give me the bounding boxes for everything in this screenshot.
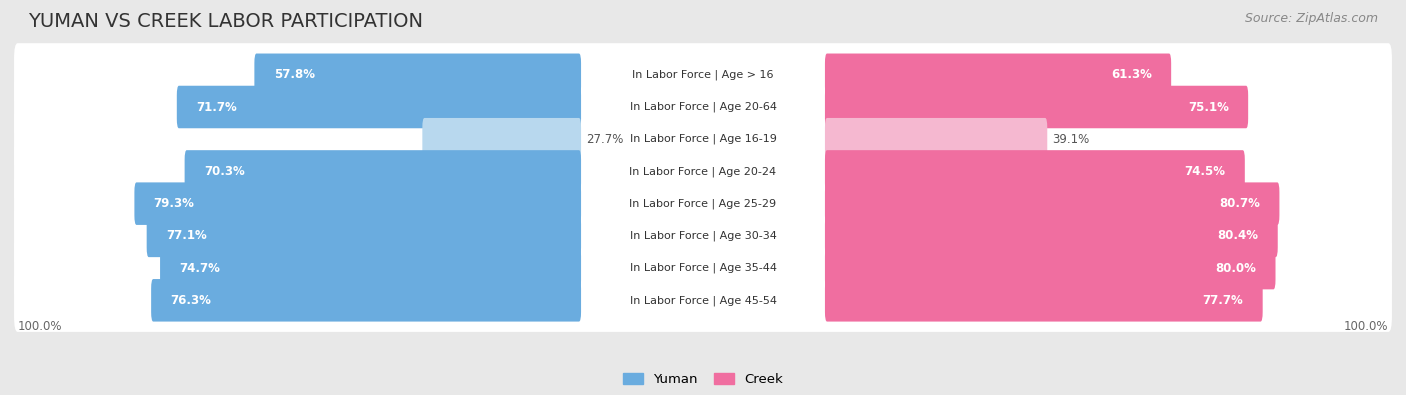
FancyBboxPatch shape [184, 150, 581, 193]
FancyBboxPatch shape [14, 237, 1392, 300]
Text: In Labor Force | Age 35-44: In Labor Force | Age 35-44 [630, 263, 776, 273]
Text: In Labor Force | Age > 16: In Labor Force | Age > 16 [633, 70, 773, 80]
Text: In Labor Force | Age 30-34: In Labor Force | Age 30-34 [630, 231, 776, 241]
Text: 80.7%: 80.7% [1219, 197, 1260, 210]
FancyBboxPatch shape [150, 279, 581, 322]
FancyBboxPatch shape [160, 247, 581, 290]
FancyBboxPatch shape [14, 172, 1392, 235]
FancyBboxPatch shape [146, 214, 581, 257]
FancyBboxPatch shape [825, 86, 1249, 128]
Text: 27.7%: 27.7% [586, 133, 623, 146]
Text: 80.0%: 80.0% [1215, 261, 1256, 275]
Text: 100.0%: 100.0% [17, 320, 62, 333]
FancyBboxPatch shape [14, 140, 1392, 203]
Legend: Yuman, Creek: Yuman, Creek [616, 366, 790, 393]
Text: 70.3%: 70.3% [204, 165, 245, 178]
Text: 77.7%: 77.7% [1202, 294, 1243, 307]
FancyBboxPatch shape [177, 86, 581, 128]
Text: 76.3%: 76.3% [170, 294, 211, 307]
Text: 80.4%: 80.4% [1218, 229, 1258, 243]
FancyBboxPatch shape [14, 204, 1392, 267]
Text: 79.3%: 79.3% [153, 197, 194, 210]
FancyBboxPatch shape [14, 269, 1392, 332]
Text: 77.1%: 77.1% [166, 229, 207, 243]
Text: In Labor Force | Age 20-24: In Labor Force | Age 20-24 [630, 166, 776, 177]
Text: In Labor Force | Age 45-54: In Labor Force | Age 45-54 [630, 295, 776, 306]
Text: In Labor Force | Age 16-19: In Labor Force | Age 16-19 [630, 134, 776, 145]
Text: 39.1%: 39.1% [1052, 133, 1090, 146]
FancyBboxPatch shape [135, 182, 581, 225]
FancyBboxPatch shape [825, 279, 1263, 322]
FancyBboxPatch shape [14, 75, 1392, 139]
FancyBboxPatch shape [254, 53, 581, 96]
FancyBboxPatch shape [825, 118, 1047, 160]
Text: 75.1%: 75.1% [1188, 100, 1229, 113]
FancyBboxPatch shape [422, 118, 581, 160]
FancyBboxPatch shape [825, 53, 1171, 96]
Text: 100.0%: 100.0% [1344, 320, 1389, 333]
Text: 57.8%: 57.8% [274, 68, 315, 81]
FancyBboxPatch shape [825, 182, 1279, 225]
FancyBboxPatch shape [825, 247, 1275, 290]
Text: 71.7%: 71.7% [195, 100, 236, 113]
Text: In Labor Force | Age 25-29: In Labor Force | Age 25-29 [630, 198, 776, 209]
FancyBboxPatch shape [825, 214, 1278, 257]
FancyBboxPatch shape [14, 43, 1392, 106]
Text: In Labor Force | Age 20-64: In Labor Force | Age 20-64 [630, 102, 776, 112]
Text: Source: ZipAtlas.com: Source: ZipAtlas.com [1244, 12, 1378, 25]
Text: YUMAN VS CREEK LABOR PARTICIPATION: YUMAN VS CREEK LABOR PARTICIPATION [28, 12, 423, 31]
Text: 61.3%: 61.3% [1111, 68, 1152, 81]
FancyBboxPatch shape [14, 108, 1392, 171]
Text: 74.7%: 74.7% [180, 261, 221, 275]
FancyBboxPatch shape [825, 150, 1244, 193]
Text: 74.5%: 74.5% [1184, 165, 1226, 178]
